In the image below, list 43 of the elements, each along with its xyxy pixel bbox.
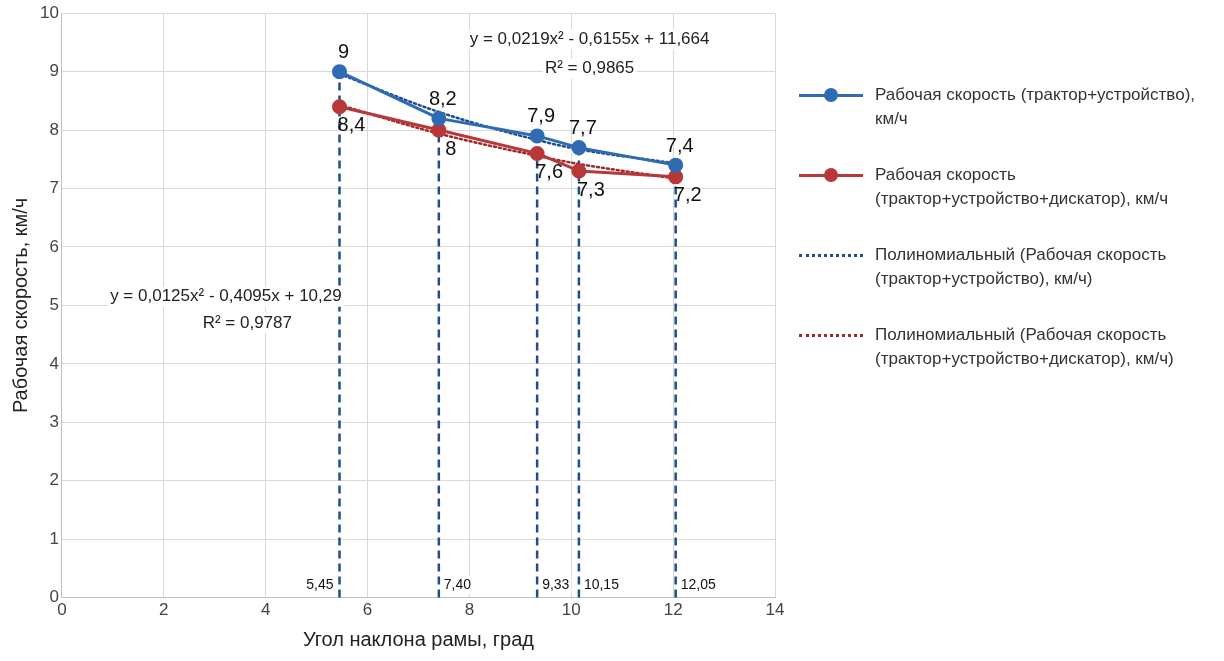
y-tick-label: 8 [49,119,59,139]
y-tick-label: 1 [49,528,59,548]
ref-line-label: 5,45 [306,576,334,593]
annotation: R² = 0,9865 [544,58,635,78]
y-tick-label: 10 [39,2,59,22]
legend-label: Полиномиальный (Рабочая скорость (трактор+устройство+дискатор), км/ч) [875,324,1175,370]
y-tick-label: 0 [49,587,59,607]
y-tick-label: 3 [49,411,59,431]
data-label: 8,2 [428,86,457,109]
x-tick-label: 14 [765,600,785,620]
x-tick-label: 6 [362,600,373,620]
x-tick-label: 12 [663,600,683,620]
x-tick-label: 10 [561,600,581,620]
data-label: 7,9 [527,104,556,127]
data-label: 7,2 [673,183,702,206]
x-tick-label: 8 [464,600,475,620]
x-tick-label: 2 [159,600,169,620]
y-tick-label: 4 [49,353,59,373]
data-label: 7,6 [535,159,564,182]
ref-line-label: 9,33 [542,576,570,593]
x-tick-label: 4 [260,600,271,620]
ref-line-label: 10,15 [583,576,620,593]
legend-label: Рабочая скорость (трактор+устройство), км/ч [875,84,1197,130]
data-label: 7,4 [665,133,694,156]
annotation: R² = 0,9787 [202,312,292,332]
y-axis-title: Рабочая скорость, км/ч [8,197,31,414]
legend-label: Полиномиальный (Рабочая скорость (трактор+устройство), км/ч) [875,244,1168,290]
y-tick-label: 9 [49,61,59,81]
ref-line-label: 7,40 [443,576,472,593]
y-tick-label: 2 [49,470,59,490]
annotation: y = 0,0219x² - 0,6155x + 11,664 [469,29,710,49]
data-label: 8 [445,136,457,159]
y-tick-label: 6 [49,236,59,256]
data-label: 7,7 [568,116,597,139]
legend-label: Рабочая скорость (трактор+устройство+дискатор), км/ч [875,164,1170,210]
ref-line-label: 12,05 [680,576,716,593]
data-label: 9 [337,40,350,63]
x-axis-title: Угол наклона рамы, град [302,627,535,650]
data-label: 8,4 [337,113,366,136]
annotation: y = 0,0125x² - 0,4095x + 10,29 [110,286,342,306]
data-label: 7,3 [576,177,605,200]
y-tick-label: 7 [49,178,59,198]
y-tick-label: 5 [49,295,59,315]
